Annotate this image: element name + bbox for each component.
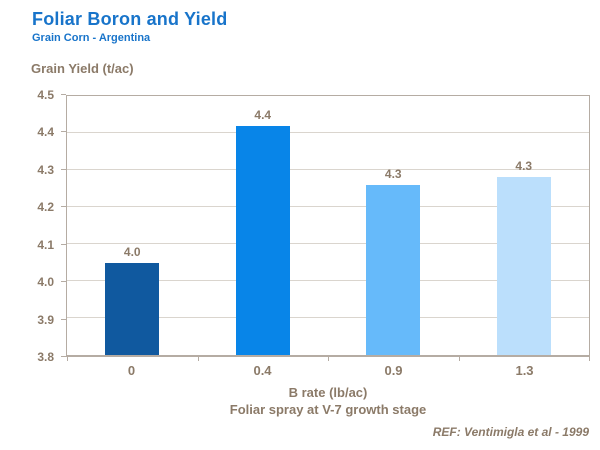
gridline: [67, 132, 589, 133]
x-tick-mark: [328, 356, 329, 361]
y-tick-mark: [61, 206, 66, 208]
plot-area: 4.0 4.4 4.3 4.3: [66, 95, 590, 361]
x-tick-label: 1.3: [515, 363, 534, 378]
y-tick-mark: [61, 94, 66, 95]
y-tick-label: 4.5: [37, 88, 54, 102]
y-axis-title: Grain Yield (t/ac): [31, 61, 134, 76]
x-axis-subtitle: Foliar spray at V-7 growth stage: [229, 402, 427, 417]
x-tick-label: 0: [127, 363, 136, 378]
x-axis-title: B rate (lb/ac): [288, 385, 368, 400]
bar-value-label: 4.0: [123, 244, 141, 259]
x-tick-mark: [458, 356, 460, 361]
x-tick-label: 0.4: [253, 363, 272, 378]
gridline: [67, 169, 589, 170]
y-tick-label: 3.9: [37, 312, 54, 327]
bar-value-label: 4.4: [254, 107, 272, 122]
y-tick-mark: [61, 281, 66, 283]
chart-subtitle: Grain Corn - Argentina: [32, 32, 151, 44]
y-tick-mark: [61, 356, 66, 357]
y-tick-mark: [61, 131, 66, 133]
gridline: [67, 243, 589, 244]
y-tick-label: 4.1: [37, 237, 54, 252]
bar-0.9: 4.3: [366, 167, 421, 355]
x-tick-mark: [197, 356, 199, 361]
gridline: [67, 317, 589, 318]
bar-value-label: 4.3: [384, 166, 402, 181]
bar-0.4: 4.4: [235, 108, 290, 355]
reference-text: REF: Ventimigla et al - 1999: [432, 425, 589, 439]
x-tick-mark: [67, 356, 68, 361]
bar-0: 4.0: [105, 245, 160, 355]
x-tick-label: 0.9: [384, 363, 403, 378]
y-axis-labels: 3.8 3.9 4.0 4.1 4.2 4.3 4.4 4.5: [0, 89, 66, 363]
gridline: [67, 206, 589, 207]
y-tick-label: 3.8: [37, 350, 54, 364]
x-axis-title-block: B rate (lb/ac) Foliar spray at V-7 growt…: [66, 384, 590, 418]
y-tick-mark: [61, 168, 66, 170]
bar-value-label: 4.3: [515, 159, 533, 174]
y-tick-mark: [61, 318, 66, 320]
x-axis-labels: 0 0.4 0.9 1.3: [66, 363, 590, 379]
y-tick-label: 4.4: [37, 125, 54, 140]
bar-1.3: 4.3: [496, 159, 551, 355]
y-tick-label: 4.3: [37, 162, 54, 177]
y-tick-label: 4.0: [37, 275, 54, 290]
y-tick-label: 4.2: [37, 200, 54, 215]
x-tick-mark: [589, 356, 590, 361]
gridline: [67, 280, 589, 281]
y-tick-mark: [61, 243, 66, 245]
chart-title: Foliar Boron and Yield: [32, 9, 228, 29]
